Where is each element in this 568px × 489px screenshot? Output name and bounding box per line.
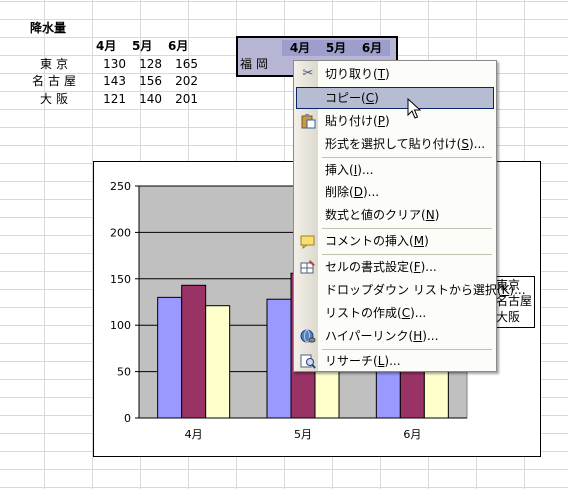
- sel-header-4: 4月: [289, 41, 311, 55]
- menu-item-paste[interactable]: 貼り付け(P): [296, 110, 494, 132]
- chart-legend[interactable]: 東京 名古屋 大阪: [493, 276, 535, 328]
- research-icon: [300, 353, 316, 369]
- cell-tokyo-4[interactable]: 130: [103, 57, 126, 71]
- cell-nagoya-5[interactable]: 156: [139, 74, 162, 88]
- menu-item-hyperlink[interactable]: ハイパーリンク(H)...: [296, 325, 494, 347]
- menu-separator: [322, 254, 492, 255]
- x-tick-label[interactable]: 4月: [185, 428, 203, 441]
- legend-entry-osaka: 大阪: [496, 310, 521, 324]
- y-tick-label[interactable]: 100: [110, 319, 131, 332]
- menu-item-pick-from-list[interactable]: ドロップダウン リストから選択(K)...: [325, 283, 526, 297]
- y-tick-label[interactable]: 200: [110, 226, 131, 239]
- sel-row-label[interactable]: 福岡: [240, 57, 273, 71]
- menu-item-insert-comment[interactable]: コメントの挿入(M): [296, 230, 494, 252]
- menu-separator: [322, 349, 492, 350]
- menu-item-format-cells[interactable]: セルの書式設定(F)...: [296, 256, 494, 278]
- x-tick-label[interactable]: 5月: [294, 428, 312, 441]
- cell-osaka-5[interactable]: 140: [139, 92, 162, 106]
- sel-header-6: 6月: [361, 41, 383, 55]
- hyperlink-icon: [300, 328, 316, 344]
- city-nagoya[interactable]: 名古屋: [32, 74, 81, 88]
- menu-item-cut[interactable]: ✂ 切り取り(T): [296, 63, 494, 85]
- format-cells-icon: [300, 259, 316, 275]
- menu-item-paste-special[interactable]: 形式を選択して貼り付け(S)...: [325, 137, 486, 151]
- scissors-icon: ✂: [302, 66, 314, 81]
- cell-osaka-4[interactable]: 121: [103, 92, 126, 106]
- cell-tokyo-6[interactable]: 165: [175, 57, 198, 71]
- bar[interactable]: [157, 296, 183, 419]
- city-osaka[interactable]: 大阪: [40, 92, 73, 106]
- menu-item-delete[interactable]: 削除(D)...: [325, 185, 380, 199]
- y-tick-label[interactable]: 50: [117, 366, 131, 379]
- context-menu[interactable]: ✂ 切り取り(T) コピー(C) 貼り付け(P) 形式を選択して貼り付け(S).…: [293, 60, 526, 372]
- menu-item-create-list[interactable]: リストの作成(C)...: [325, 306, 427, 320]
- legend-entry-nagoya: 名古屋: [496, 294, 533, 308]
- x-tick-label[interactable]: 6月: [403, 428, 421, 441]
- menu-item-copy[interactable]: コピー(C): [296, 87, 494, 109]
- y-tick-label[interactable]: 0: [124, 412, 131, 425]
- y-tick-label[interactable]: 150: [110, 273, 131, 286]
- menu-item-clear-contents[interactable]: 数式と値のクリア(N): [325, 208, 440, 222]
- cell-tokyo-5[interactable]: 128: [139, 57, 162, 71]
- menu-item-insert[interactable]: 挿入(I)...: [325, 163, 374, 177]
- menu-separator: [322, 228, 492, 229]
- bar[interactable]: [266, 298, 292, 419]
- cell-nagoya-6[interactable]: 202: [175, 74, 198, 88]
- bar[interactable]: [181, 284, 207, 419]
- city-tokyo[interactable]: 東京: [40, 57, 73, 71]
- selected-range[interactable]: 4月 5月 6月: [236, 36, 398, 77]
- comment-icon: [300, 233, 316, 249]
- cell-osaka-6[interactable]: 201: [175, 92, 198, 106]
- header-month-5: 5月: [132, 39, 153, 53]
- header-month-4: 4月: [96, 39, 117, 53]
- y-tick-label[interactable]: 250: [110, 180, 131, 193]
- header-month-6: 6月: [168, 39, 189, 53]
- legend-entry-tokyo: 東京: [496, 278, 521, 292]
- menu-item-research[interactable]: リサーチ(L)...: [296, 350, 494, 372]
- menu-icon-strip: [294, 61, 318, 371]
- mouse-cursor-icon: [407, 98, 421, 119]
- bar[interactable]: [205, 305, 231, 419]
- table-title: 降水量: [30, 21, 67, 35]
- cell-nagoya-4[interactable]: 143: [103, 74, 126, 88]
- menu-separator: [322, 157, 492, 158]
- sel-header-5: 5月: [325, 41, 347, 55]
- clipboard-icon: [300, 113, 316, 129]
